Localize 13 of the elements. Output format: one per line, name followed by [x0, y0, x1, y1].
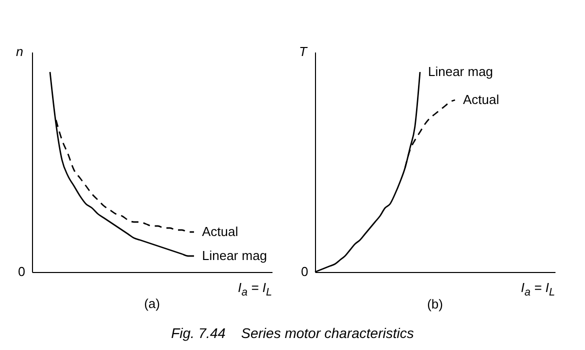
series-label: Actual [202, 224, 238, 239]
text: (a) [144, 296, 160, 311]
series-label: Actual [463, 92, 500, 107]
text: 0 [18, 264, 26, 279]
text: 0 [301, 264, 308, 279]
series-label: Linear mag [428, 64, 494, 79]
series-label: Linear mag [202, 248, 268, 263]
caption: Fig. 7.44 Series motor characteristics [170, 325, 415, 341]
y-axis-title: n [16, 44, 24, 59]
x-axis-title: I$_{a}$ = I$_{L}$ [520, 280, 555, 299]
y-axis-title: T [299, 44, 307, 59]
x-axis-title: I$_{a}$ = I$_{L}$ [238, 280, 272, 299]
text: (b) [427, 296, 443, 312]
